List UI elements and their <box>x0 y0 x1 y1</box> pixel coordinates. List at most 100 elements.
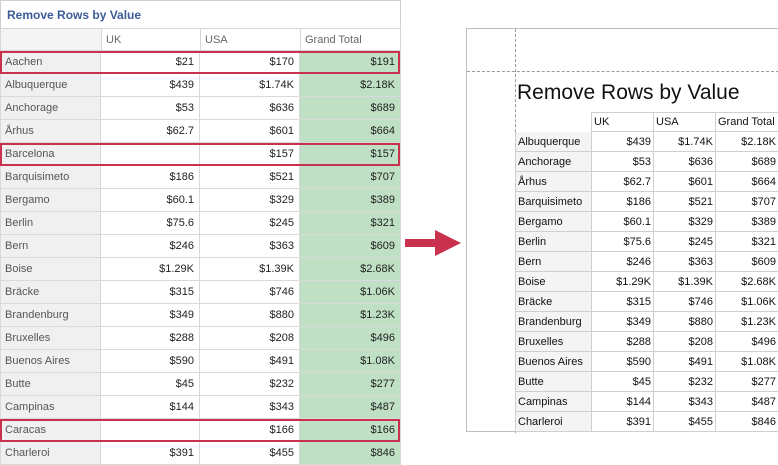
data-cell[interactable]: $636 <box>200 97 300 120</box>
table-row[interactable]: Charleroi $391 $455 $846 <box>0 442 401 465</box>
grand-total-cell[interactable]: $1.08K <box>300 350 401 373</box>
table-row[interactable]: Barquisimeto $186 $521 $707 <box>0 166 401 189</box>
row-header-cell[interactable]: Bruxelles <box>0 327 101 350</box>
row-header-cell[interactable]: Aachen <box>0 51 101 74</box>
table-row[interactable]: Buenos Aires $590 $491 $1.08K <box>0 350 401 373</box>
data-cell[interactable]: $329 <box>200 189 300 212</box>
row-header-cell[interactable]: Campinas <box>0 396 101 419</box>
row-header-cell[interactable]: Barcelona <box>0 143 101 166</box>
preview-row-header-cell: Charleroi <box>515 412 592 432</box>
row-header-cell[interactable]: Bräcke <box>0 281 101 304</box>
data-cell[interactable]: $45 <box>101 373 200 396</box>
grand-total-cell[interactable]: $846 <box>300 442 401 465</box>
data-cell[interactable]: $1.39K <box>200 258 300 281</box>
data-cell[interactable]: $491 <box>200 350 300 373</box>
preview-row-header-cell: Bräcke <box>515 292 592 312</box>
data-cell[interactable]: $75.6 <box>101 212 200 235</box>
row-header-cell[interactable]: Barquisimeto <box>0 166 101 189</box>
table-row[interactable]: Bräcke $315 $746 $1.06K <box>0 281 401 304</box>
row-header-cell[interactable]: Charleroi <box>0 442 101 465</box>
data-cell[interactable]: $232 <box>200 373 300 396</box>
preview-row: Campinas $144 $343 $487 <box>515 392 778 412</box>
grand-total-cell[interactable]: $1.23K <box>300 304 401 327</box>
data-cell[interactable]: $601 <box>200 120 300 143</box>
data-cell[interactable]: $21 <box>101 51 200 74</box>
data-cell[interactable] <box>101 419 200 442</box>
table-row[interactable]: Bruxelles $288 $208 $496 <box>0 327 401 350</box>
row-header-cell[interactable]: Buenos Aires <box>0 350 101 373</box>
column-header-usa[interactable]: USA <box>200 28 300 51</box>
grand-total-cell[interactable]: $277 <box>300 373 401 396</box>
grand-total-cell[interactable]: $496 <box>300 327 401 350</box>
grand-total-cell[interactable]: $609 <box>300 235 401 258</box>
data-cell[interactable]: $157 <box>200 143 300 166</box>
preview-row-header-cell: Århus <box>515 172 592 192</box>
data-cell[interactable]: $315 <box>101 281 200 304</box>
grand-total-cell[interactable]: $166 <box>300 419 401 442</box>
data-cell[interactable]: $208 <box>200 327 300 350</box>
table-row[interactable]: Århus $62.7 $601 $664 <box>0 120 401 143</box>
grand-total-cell[interactable]: $389 <box>300 189 401 212</box>
row-header-cell[interactable]: Bergamo <box>0 189 101 212</box>
table-row[interactable]: Aachen $21 $170 $191 <box>0 51 401 74</box>
data-cell[interactable]: $439 <box>101 74 200 97</box>
row-header-cell[interactable]: Anchorage <box>0 97 101 120</box>
data-cell[interactable]: $1.74K <box>200 74 300 97</box>
row-header-cell[interactable]: Albuquerque <box>0 74 101 97</box>
data-cell[interactable] <box>101 143 200 166</box>
row-header-cell[interactable]: Boise <box>0 258 101 281</box>
table-row[interactable]: Berlin $75.6 $245 $321 <box>0 212 401 235</box>
grand-total-cell[interactable]: $707 <box>300 166 401 189</box>
preview-data-cell: $689 <box>716 152 778 172</box>
data-cell[interactable]: $746 <box>200 281 300 304</box>
data-cell[interactable]: $349 <box>101 304 200 327</box>
grand-total-cell[interactable]: $664 <box>300 120 401 143</box>
row-header-cell[interactable]: Caracas <box>0 419 101 442</box>
data-cell[interactable]: $246 <box>101 235 200 258</box>
table-row[interactable]: Albuquerque $439 $1.74K $2.18K <box>0 74 401 97</box>
row-header-cell[interactable]: Brandenburg <box>0 304 101 327</box>
data-cell[interactable]: $186 <box>101 166 200 189</box>
data-cell[interactable]: $363 <box>200 235 300 258</box>
data-cell[interactable]: $1.29K <box>101 258 200 281</box>
data-cell[interactable]: $455 <box>200 442 300 465</box>
grand-total-cell[interactable]: $689 <box>300 97 401 120</box>
data-cell[interactable]: $53 <box>101 97 200 120</box>
grand-total-cell[interactable]: $487 <box>300 396 401 419</box>
row-header-cell[interactable]: Berlin <box>0 212 101 235</box>
table-row[interactable]: Brandenburg $349 $880 $1.23K <box>0 304 401 327</box>
data-cell[interactable]: $880 <box>200 304 300 327</box>
column-header-grand-total[interactable]: Grand Total <box>300 28 401 51</box>
row-header-cell[interactable]: Århus <box>0 120 101 143</box>
row-header-cell[interactable]: Butte <box>0 373 101 396</box>
data-cell[interactable]: $590 <box>101 350 200 373</box>
data-cell[interactable]: $170 <box>200 51 300 74</box>
data-cell[interactable]: $288 <box>101 327 200 350</box>
table-row[interactable]: Caracas $166 $166 <box>0 419 401 442</box>
table-row[interactable]: Butte $45 $232 $277 <box>0 373 401 396</box>
table-row[interactable]: Boise $1.29K $1.39K $2.68K <box>0 258 401 281</box>
data-cell[interactable]: $62.7 <box>101 120 200 143</box>
data-cell[interactable]: $391 <box>101 442 200 465</box>
preview-data-cell: $2.18K <box>716 132 778 152</box>
table-row[interactable]: Barcelona $157 $157 <box>0 143 401 166</box>
table-row[interactable]: Bern $246 $363 $609 <box>0 235 401 258</box>
grand-total-cell[interactable]: $321 <box>300 212 401 235</box>
row-header-cell[interactable]: Bern <box>0 235 101 258</box>
grand-total-cell[interactable]: $1.06K <box>300 281 401 304</box>
data-cell[interactable]: $144 <box>101 396 200 419</box>
column-header-uk[interactable]: UK <box>101 28 200 51</box>
table-row[interactable]: Bergamo $60.1 $329 $389 <box>0 189 401 212</box>
data-cell[interactable]: $60.1 <box>101 189 200 212</box>
grand-total-cell[interactable]: $157 <box>300 143 401 166</box>
preview-row: Albuquerque $439 $1.74K $2.18K <box>515 132 778 152</box>
table-row[interactable]: Campinas $144 $343 $487 <box>0 396 401 419</box>
data-cell[interactable]: $343 <box>200 396 300 419</box>
grand-total-cell[interactable]: $2.68K <box>300 258 401 281</box>
data-cell[interactable]: $245 <box>200 212 300 235</box>
grand-total-cell[interactable]: $191 <box>300 51 401 74</box>
table-row[interactable]: Anchorage $53 $636 $689 <box>0 97 401 120</box>
data-cell[interactable]: $521 <box>200 166 300 189</box>
grand-total-cell[interactable]: $2.18K <box>300 74 401 97</box>
data-cell[interactable]: $166 <box>200 419 300 442</box>
